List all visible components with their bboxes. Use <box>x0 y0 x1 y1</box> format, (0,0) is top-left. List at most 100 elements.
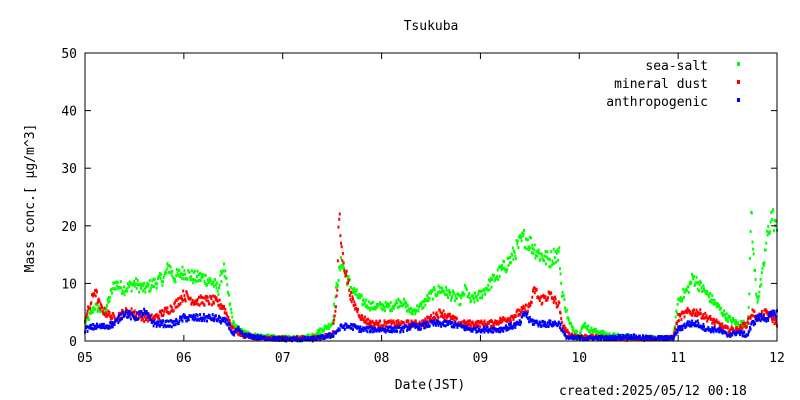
data-point <box>769 314 772 318</box>
data-point <box>132 282 135 286</box>
data-point <box>447 312 450 316</box>
data-point <box>469 319 471 323</box>
data-point <box>128 314 131 317</box>
data-point <box>107 324 110 328</box>
data-point <box>767 314 770 318</box>
data-point <box>693 308 695 312</box>
data-point <box>526 238 529 242</box>
data-point <box>96 309 99 313</box>
data-point <box>330 333 332 337</box>
data-point <box>365 318 368 322</box>
data-point <box>116 284 119 288</box>
data-point <box>559 322 562 326</box>
data-point <box>362 298 365 302</box>
data-point <box>465 324 468 328</box>
data-point <box>611 336 614 340</box>
data-point <box>393 329 396 333</box>
data-point <box>221 305 224 308</box>
data-point <box>720 326 722 330</box>
data-point <box>374 322 377 326</box>
data-point <box>674 325 677 328</box>
data-point <box>751 308 754 312</box>
data-point <box>514 257 517 261</box>
data-point <box>694 314 697 317</box>
data-point <box>106 304 108 308</box>
data-point <box>236 332 239 336</box>
data-point <box>458 294 461 298</box>
data-point <box>481 293 484 297</box>
data-point <box>550 250 553 254</box>
data-point <box>345 325 348 329</box>
data-point <box>327 322 330 326</box>
data-point <box>591 333 594 337</box>
data-point <box>493 326 496 330</box>
data-point <box>182 313 185 317</box>
legend-marker <box>737 98 740 102</box>
data-point <box>249 335 252 339</box>
data-point <box>562 330 565 334</box>
data-point <box>382 307 385 311</box>
data-point <box>156 282 159 286</box>
data-point <box>509 316 512 320</box>
data-point <box>452 323 455 327</box>
data-point <box>332 334 335 338</box>
data-point <box>438 290 441 294</box>
data-point <box>530 236 532 240</box>
data-point <box>367 300 370 304</box>
legend-label: anthropogenic <box>606 95 708 110</box>
data-point <box>395 299 398 303</box>
data-point <box>357 307 359 311</box>
data-point <box>511 326 514 330</box>
data-point <box>218 286 220 290</box>
data-point <box>114 287 117 291</box>
data-point <box>208 302 211 306</box>
data-point <box>717 327 720 331</box>
data-point <box>419 327 422 331</box>
data-point <box>218 283 221 287</box>
data-point <box>215 296 218 300</box>
data-point <box>507 327 510 331</box>
data-point <box>119 312 122 316</box>
data-point <box>406 304 409 308</box>
data-point <box>519 233 522 237</box>
data-point <box>417 327 420 331</box>
data-point <box>341 266 344 270</box>
data-point <box>222 319 225 323</box>
data-point <box>455 297 458 301</box>
data-point <box>206 283 208 286</box>
data-point <box>615 337 618 341</box>
data-point <box>503 260 505 264</box>
legend-label: sea-salt <box>645 59 708 74</box>
data-point <box>594 330 597 334</box>
data-point <box>502 316 505 320</box>
data-point <box>479 296 482 300</box>
data-point <box>394 323 397 327</box>
data-point <box>552 321 554 325</box>
data-point <box>474 320 477 324</box>
data-point <box>146 284 149 288</box>
data-point <box>347 279 350 282</box>
data-point <box>513 321 516 325</box>
data-point <box>715 302 717 306</box>
data-point <box>600 338 603 342</box>
plot-area <box>84 208 778 343</box>
data-point <box>147 312 150 316</box>
data-point <box>713 298 716 302</box>
data-point <box>421 300 424 303</box>
data-point <box>353 286 356 290</box>
data-point <box>494 327 497 331</box>
data-point <box>389 301 392 304</box>
data-point <box>525 312 527 316</box>
data-point <box>513 251 516 255</box>
data-point <box>516 308 519 312</box>
data-point <box>386 302 389 306</box>
data-point <box>406 327 409 331</box>
data-point <box>172 277 175 281</box>
data-point <box>232 319 235 323</box>
data-point <box>173 302 176 306</box>
data-point <box>545 262 548 266</box>
data-point <box>158 275 161 279</box>
data-point <box>549 319 552 323</box>
data-point <box>186 277 189 281</box>
data-point <box>442 323 445 327</box>
